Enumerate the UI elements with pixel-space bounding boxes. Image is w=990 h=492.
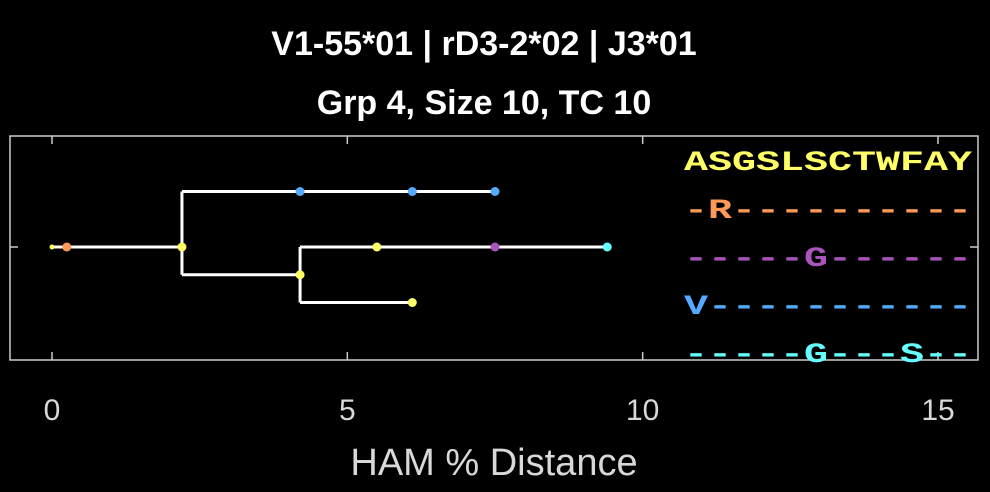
- sequence-row: -R----------: [684, 196, 972, 227]
- x-tick-label: 15: [921, 394, 954, 427]
- sequence-alignment: ASGSLSCTWFAY -R---------- -----G------ V---…: [684, 148, 972, 371]
- tree-node: [372, 242, 382, 252]
- tree-node: [407, 187, 417, 196]
- tree-branches: [52, 190, 608, 304]
- tree-node: [62, 242, 72, 252]
- sequence-row: ASGSLSCTWFAY: [684, 148, 972, 179]
- sequence-row: -----G------: [684, 244, 972, 275]
- tree-node: [295, 187, 305, 196]
- tree-node: [602, 242, 612, 252]
- tree-node: [177, 242, 187, 252]
- tree-node: [490, 242, 500, 252]
- tree-nodes: [49, 187, 612, 307]
- x-tick-label: 10: [626, 394, 659, 427]
- chart-title-line1: V1-55*01 | rD3-2*02 | J3*01: [271, 25, 696, 63]
- tree-node: [295, 270, 305, 280]
- axes-box: [9, 135, 979, 361]
- sequence-row: V-----------: [684, 292, 972, 323]
- tree-node: [49, 244, 55, 250]
- tree-node: [490, 187, 500, 196]
- sequence-row: -----G---S--: [684, 340, 972, 371]
- chart-title-line2: Grp 4, Size 10, TC 10: [317, 84, 651, 122]
- x-tick-label: 5: [339, 394, 356, 427]
- tree-node: [407, 298, 417, 307]
- x-axis-label: HAM % Distance: [350, 442, 637, 484]
- axis-ticks: 0 5 10 15: [10, 136, 978, 427]
- x-tick-label: 0: [44, 394, 61, 427]
